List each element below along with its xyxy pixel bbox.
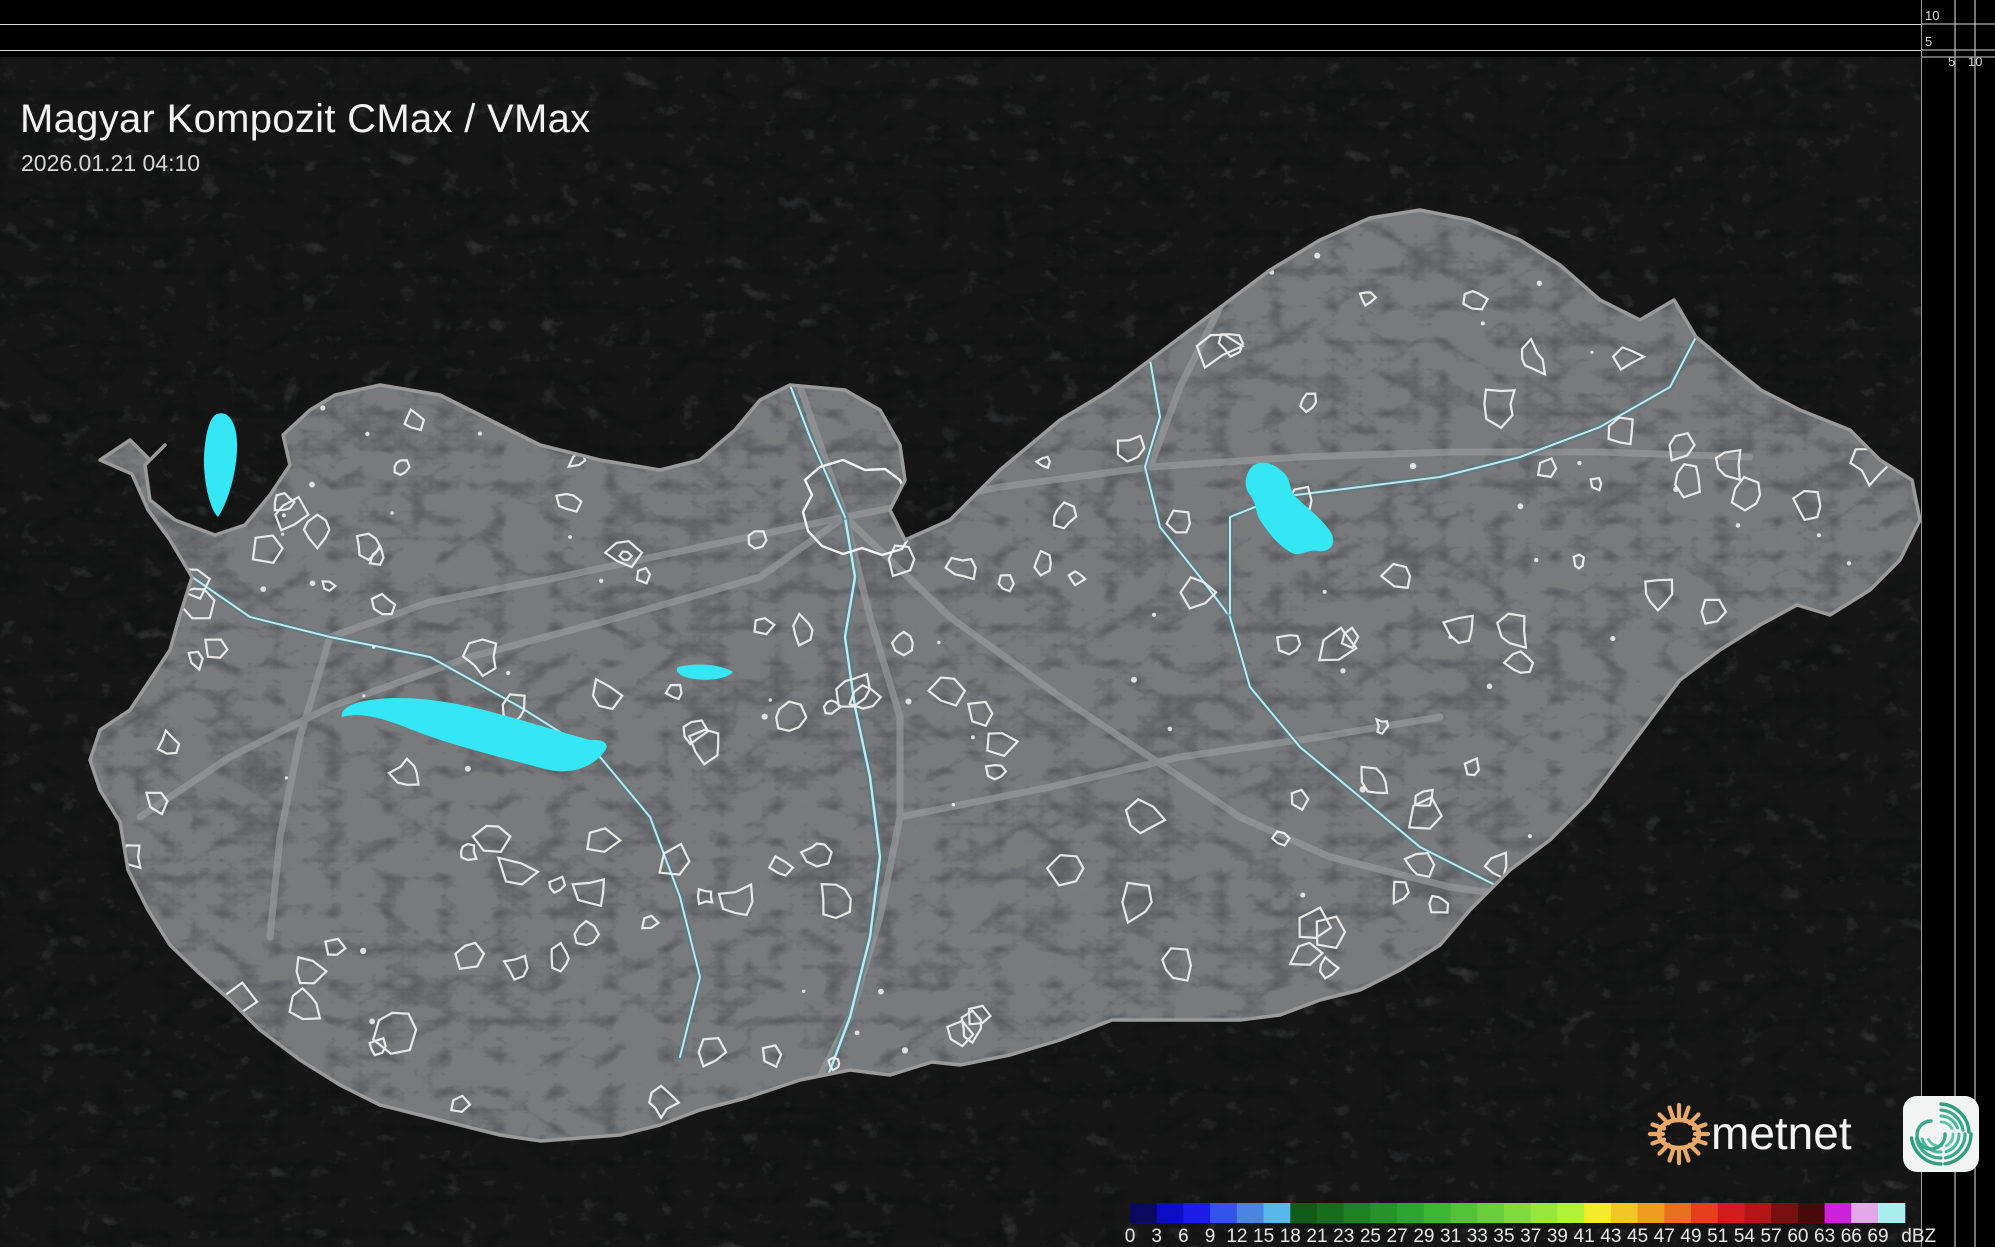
svg-text:33: 33 bbox=[1467, 1226, 1488, 1247]
svg-text:31: 31 bbox=[1440, 1226, 1461, 1247]
svg-text:45: 45 bbox=[1627, 1226, 1648, 1247]
svg-text:dBZ: dBZ bbox=[1901, 1226, 1936, 1247]
svg-text:63: 63 bbox=[1814, 1226, 1835, 1247]
svg-text:5: 5 bbox=[1925, 34, 1932, 49]
svg-text:23: 23 bbox=[1333, 1226, 1354, 1247]
svg-text:41: 41 bbox=[1574, 1226, 1595, 1247]
svg-text:15: 15 bbox=[1253, 1226, 1274, 1247]
svg-text:12: 12 bbox=[1226, 1226, 1247, 1247]
svg-text:35: 35 bbox=[1493, 1226, 1514, 1247]
svg-text:39: 39 bbox=[1547, 1226, 1568, 1247]
svg-text:60: 60 bbox=[1787, 1226, 1808, 1247]
svg-text:9: 9 bbox=[1205, 1226, 1216, 1247]
svg-text:27: 27 bbox=[1387, 1226, 1408, 1247]
svg-text:43: 43 bbox=[1600, 1226, 1621, 1247]
svg-text:metnet: metnet bbox=[1711, 1107, 1852, 1159]
svg-text:25: 25 bbox=[1360, 1226, 1381, 1247]
svg-text:10: 10 bbox=[1925, 8, 1939, 23]
svg-text:54: 54 bbox=[1734, 1226, 1756, 1247]
svg-text:6: 6 bbox=[1178, 1226, 1189, 1247]
svg-text:18: 18 bbox=[1280, 1226, 1301, 1247]
svg-text:21: 21 bbox=[1306, 1226, 1327, 1247]
svg-text:47: 47 bbox=[1654, 1226, 1675, 1247]
svg-text:66: 66 bbox=[1841, 1226, 1862, 1247]
svg-text:57: 57 bbox=[1761, 1226, 1782, 1247]
svg-text:3: 3 bbox=[1151, 1226, 1162, 1247]
svg-text:51: 51 bbox=[1707, 1226, 1728, 1247]
svg-text:0: 0 bbox=[1125, 1226, 1136, 1247]
svg-text:49: 49 bbox=[1680, 1226, 1701, 1247]
svg-text:29: 29 bbox=[1413, 1226, 1434, 1247]
svg-text:69: 69 bbox=[1867, 1226, 1888, 1247]
svg-text:37: 37 bbox=[1520, 1226, 1541, 1247]
